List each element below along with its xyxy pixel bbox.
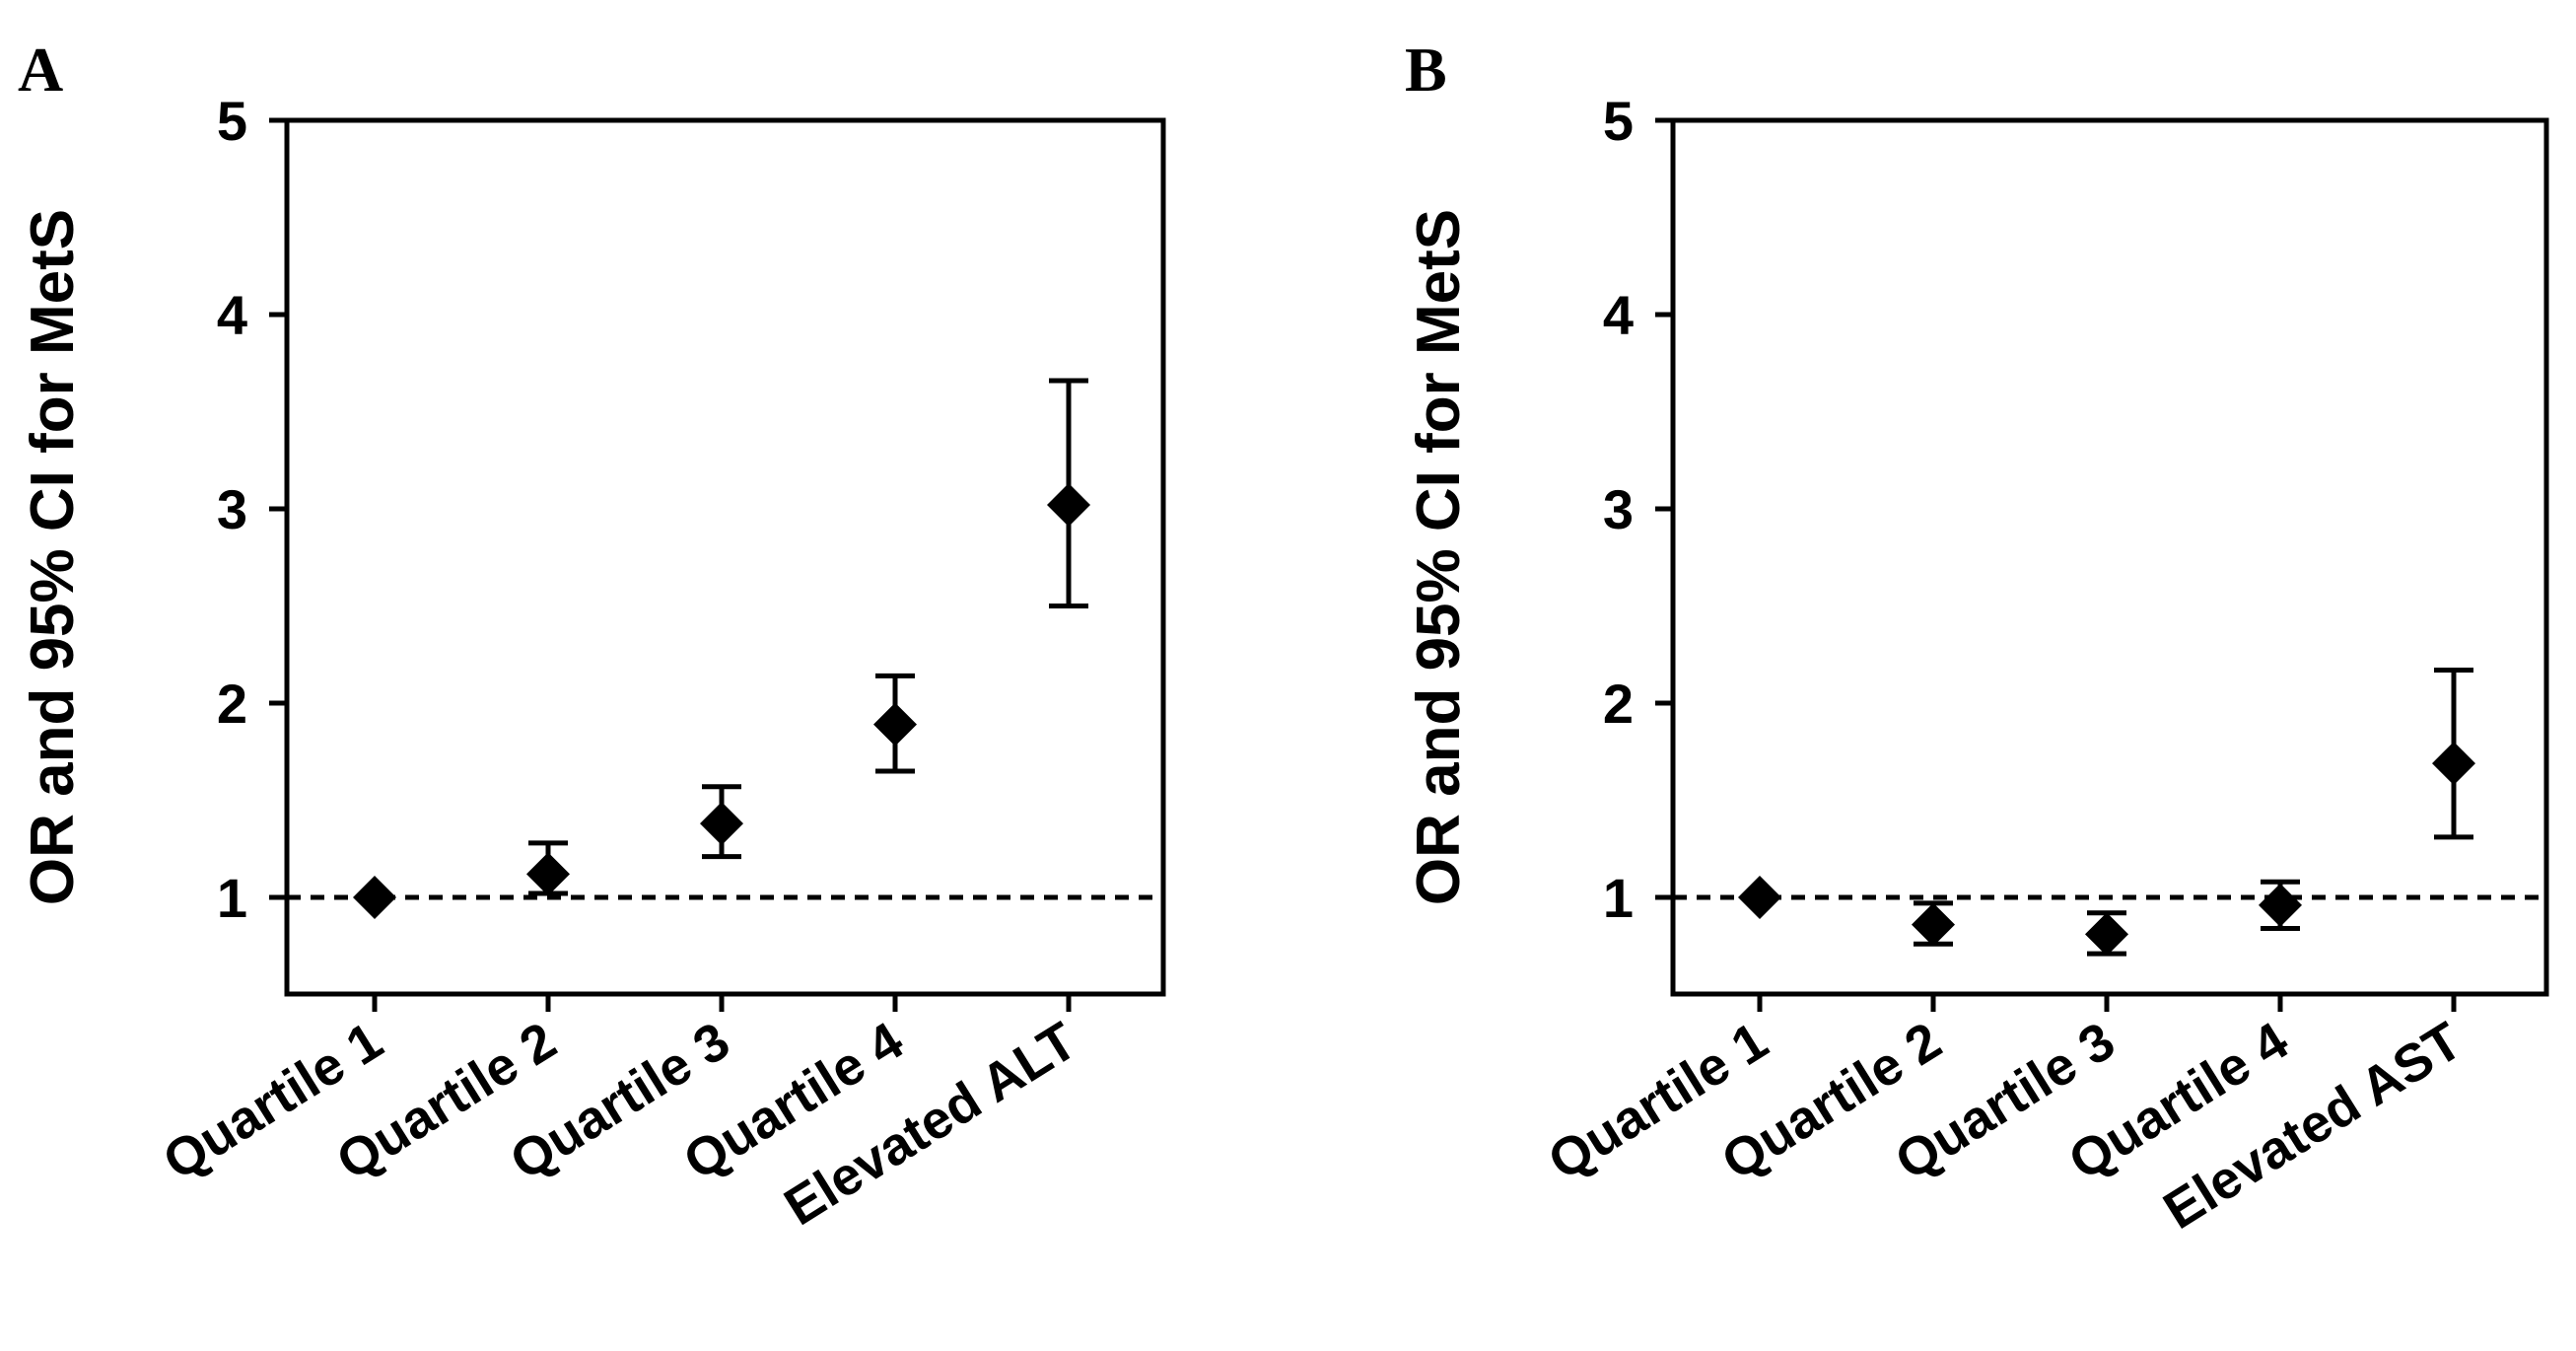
- y-tick-label: 2: [1603, 673, 1634, 735]
- y-tick-label: 4: [1603, 284, 1634, 346]
- y-tick-label: 4: [217, 284, 247, 346]
- panel-label: A: [18, 35, 63, 105]
- y-axis-title: OR and 95% CI for MetS: [1405, 209, 1473, 905]
- or-point: [1912, 902, 1955, 947]
- plot-frame: [1670, 117, 2549, 997]
- or-point: [1047, 483, 1090, 528]
- y-axis-title: OR and 95% CI for MetS: [19, 209, 87, 905]
- x-tick-label: Elevated AST: [2154, 1011, 2472, 1241]
- or-point: [353, 876, 396, 919]
- y-tick-label: 1: [1603, 867, 1634, 929]
- or-point: [2259, 883, 2302, 927]
- y-tick-label: 3: [1603, 478, 1634, 540]
- or-point: [2432, 742, 2475, 786]
- plot-frame: [284, 117, 1166, 997]
- or-point: [700, 802, 743, 846]
- or-point: [2085, 912, 2128, 957]
- y-tick-label: 2: [217, 673, 247, 735]
- or-point: [526, 852, 570, 896]
- y-tick-label: 3: [217, 478, 247, 540]
- x-tick-label: Elevated ALT: [775, 1011, 1087, 1237]
- or-point: [1738, 876, 1781, 919]
- or-point: [873, 702, 917, 747]
- y-tick-label: 5: [1603, 90, 1634, 152]
- y-tick-label: 1: [217, 867, 247, 929]
- y-tick-label: 5: [217, 90, 247, 152]
- panel-label: B: [1405, 35, 1447, 105]
